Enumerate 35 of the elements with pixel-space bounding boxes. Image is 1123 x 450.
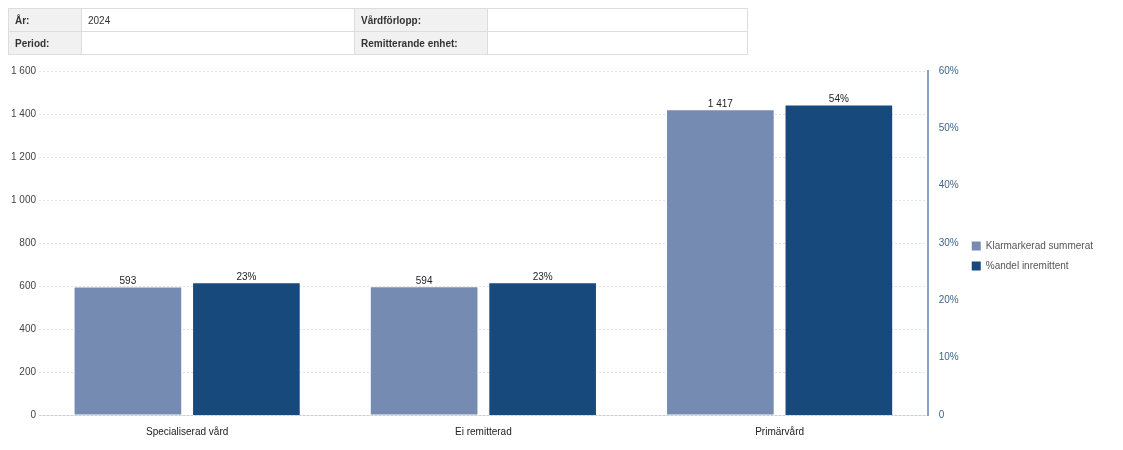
y-tick-label: 1 600 <box>10 64 37 76</box>
y-tick-label: 1 000 <box>10 193 37 205</box>
text: Remitterande enhet: <box>354 31 488 55</box>
data-label: 23% <box>532 270 553 282</box>
x-tick-label: Primärvård <box>755 425 805 437</box>
x-tick-label: Specialiserad vård <box>146 425 229 437</box>
y-tick-label: 800 <box>19 236 37 248</box>
data-label: 23% <box>236 270 257 282</box>
x-tick-label: Ei remitterad <box>455 425 512 437</box>
y-tick-label: 400 <box>19 322 37 334</box>
text: År: <box>8 8 82 32</box>
text: 2024 <box>81 8 355 32</box>
data-label: 1 417 <box>707 98 734 110</box>
y2-tick-label: 30% <box>938 236 959 248</box>
y2-tick-label: 10% <box>938 351 959 363</box>
data-label: 594 <box>415 275 433 287</box>
text: Period: <box>8 31 82 55</box>
y-tick-label: 600 <box>19 279 37 291</box>
bar <box>370 287 478 415</box>
y2-tick-label: 50% <box>938 122 959 134</box>
text: Vårdförlopp: <box>354 8 488 32</box>
data-label: 54% <box>828 93 849 105</box>
y-tick-label: 1 400 <box>10 107 37 119</box>
bar <box>74 287 182 415</box>
y-tick-label: 1 200 <box>10 150 37 162</box>
y-tick-label: 0 <box>30 408 37 420</box>
y2-tick-label: 60% <box>938 64 959 76</box>
legend-label: Klarmarkerad summerat <box>985 239 1094 251</box>
y2-tick-label: 0 <box>938 408 945 420</box>
data-label: 593 <box>119 275 137 287</box>
bar <box>667 110 774 415</box>
y2-tick-label: 40% <box>938 179 959 191</box>
y-tick-label: 200 <box>19 365 37 377</box>
legend-label: %andel inremittent <box>985 259 1069 271</box>
y2-tick-label: 20% <box>938 294 959 306</box>
